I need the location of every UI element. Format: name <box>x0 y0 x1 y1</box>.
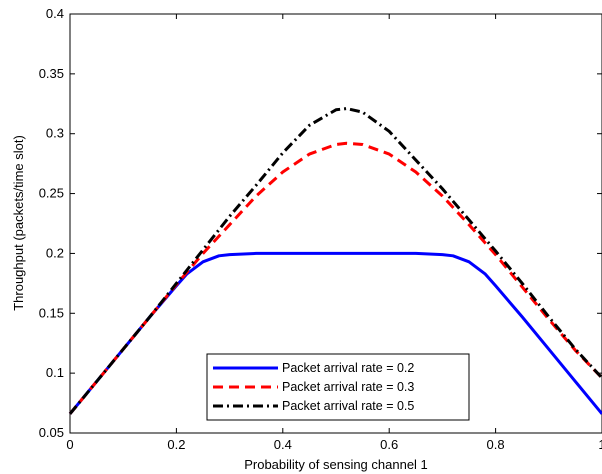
x-tick-label: 0.6 <box>380 437 398 452</box>
x-tick-label: 0.2 <box>167 437 185 452</box>
y-tick-label: 0.1 <box>46 365 64 380</box>
y-tick-label: 0.25 <box>39 186 64 201</box>
x-axis-label: Probability of sensing channel 1 <box>244 457 428 472</box>
axis-ticks: 0 0.2 0.4 0.6 0.8 1 0.05 0.1 0.15 0.2 0.25 0.3 0.35 0… <box>39 6 602 452</box>
legend-label-1: Packet arrival rate = 0.3 <box>282 380 414 394</box>
x-tick-label: 0 <box>66 437 73 452</box>
legend-label-2: Packet arrival rate = 0.5 <box>282 399 414 413</box>
y-axis-label: Throughput (packets/time slot) <box>11 135 26 311</box>
legend-label-0: Packet arrival rate = 0.2 <box>282 361 414 375</box>
y-tick-label: 0.4 <box>46 6 64 21</box>
y-tick-label: 0.2 <box>46 245 64 260</box>
series-line-2 <box>68 107 602 415</box>
y-tick-label: 0.35 <box>39 66 64 81</box>
y-tick-label: 0.05 <box>39 425 64 440</box>
x-tick-label: 1 <box>598 437 602 452</box>
legend: Packet arrival rate = 0.2 Packet arrival… <box>206 353 470 421</box>
y-tick-label: 0.15 <box>39 305 64 320</box>
y-tick-label: 0.3 <box>46 126 64 141</box>
series-layer <box>68 107 602 415</box>
x-tick-label: 0.4 <box>274 437 292 452</box>
x-tick-label: 0.8 <box>487 437 505 452</box>
